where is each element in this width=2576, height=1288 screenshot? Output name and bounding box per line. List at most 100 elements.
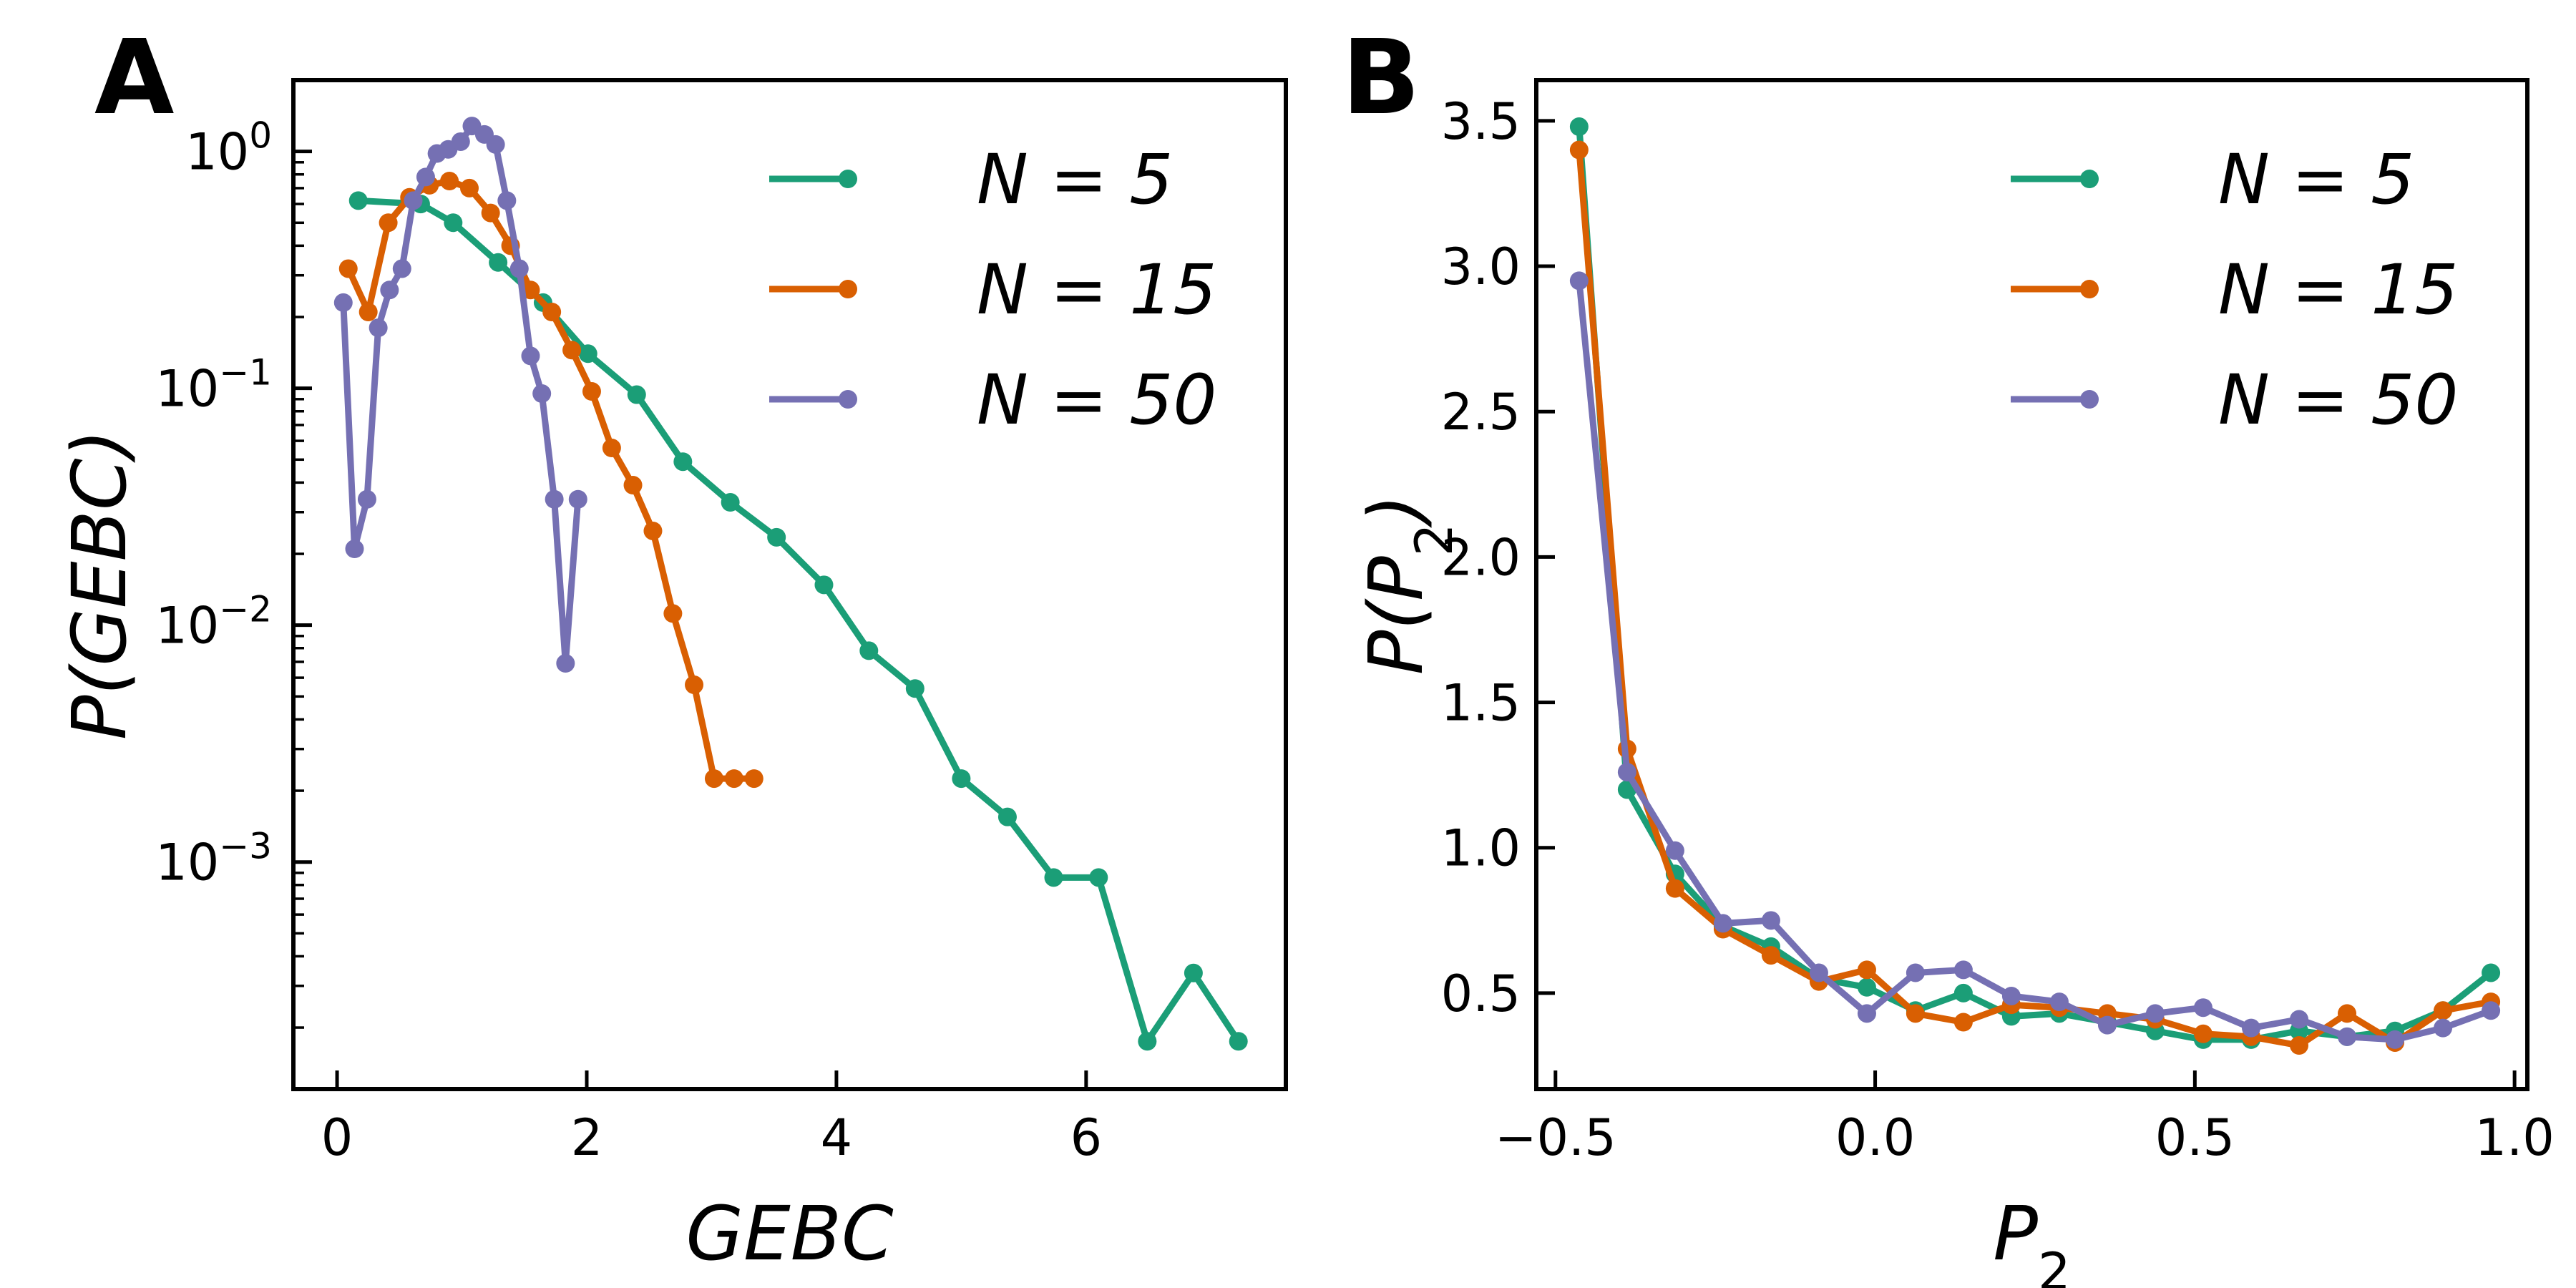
panel-b-series-n5-point — [2482, 963, 2501, 982]
panel-a-series-n50-point — [369, 318, 388, 338]
panel-a-x-tick-label: 6 — [1070, 1108, 1103, 1167]
panel-b-legend-label: N = 50 — [2218, 360, 2458, 440]
panel-b-series-n50 — [1569, 271, 2501, 1049]
panel-b-series-n50-point — [2097, 1015, 2117, 1035]
panel-b-series-n50-point — [2049, 992, 2069, 1012]
panel-b: B −0.5 0.0 0.5 1.00.51.01.52.02.53.03.5P2P(… — [1342, 17, 2555, 1288]
panel-a-y-tick-label: 100 — [185, 115, 272, 182]
panel-a-series-n15-point — [481, 203, 500, 223]
panel-a-series-n50-point — [497, 191, 517, 210]
panel-a-series-n5-point — [627, 385, 646, 404]
panel-b-series-n15-point — [1761, 946, 1780, 965]
panel-a-x-axis-label: GEBC — [686, 1190, 894, 1277]
panel-a-series-n50-point — [532, 384, 552, 404]
panel-b-series-n5-point — [1569, 117, 1589, 137]
panel-a-x-tick-label: 0 — [321, 1108, 353, 1167]
panel-b-series-n15-point — [2290, 1036, 2309, 1055]
panel-b-series-n50-point — [1617, 763, 1636, 782]
panel-a-series-n50-point — [521, 346, 540, 366]
panel-a-series-n15-point — [459, 178, 479, 197]
panel-a-series-n15-point — [643, 521, 663, 540]
panel-a-series-n15-point — [744, 769, 763, 789]
panel-b-legend-swatch-marker — [2080, 170, 2099, 188]
panel-a-series-n15-point — [602, 439, 621, 458]
panel-b-series-n50-point — [2145, 1004, 2165, 1023]
panel-b-series-n50-point — [2193, 998, 2212, 1018]
panel-a-y-tick-label: 10−2 — [155, 589, 272, 655]
panel-b-x-tick-label: 1.0 — [2474, 1108, 2554, 1167]
panel-a-series-n5-point — [767, 527, 786, 547]
panel-a-series-n50-point — [404, 191, 423, 210]
panel-a-legend-label: N = 15 — [977, 250, 1216, 330]
panel-a-series-n15-point — [358, 303, 378, 322]
panel-a-legend-swatch-marker — [839, 170, 857, 188]
panel-a-legend-swatch-marker — [839, 280, 857, 298]
panel-a-y-tick-label: 10−1 — [155, 352, 272, 419]
panel-a-legend-entry-n50: N = 50 — [769, 360, 1216, 440]
panel-a-series-n50-point — [509, 259, 529, 278]
panel-a-series-n5-point — [859, 641, 879, 660]
panel-a-series-n50-point — [380, 280, 399, 300]
panel-a-plot-frame — [291, 78, 1288, 1091]
panel-a-series-n5-point — [489, 253, 508, 272]
panel-a-x-tick-label: 4 — [821, 1108, 853, 1167]
panel-b-series-n50-point — [1713, 914, 1732, 933]
panel-a-series-n15-point — [663, 604, 683, 623]
panel-a-series-n5-point — [814, 575, 834, 595]
panel-b-series-n50-point — [1906, 963, 1925, 982]
panel-b-legend-entry-n15: N = 15 — [2011, 250, 2458, 330]
panel-b-series-n50-point — [1857, 1004, 1876, 1023]
panel-a-series-n50-point — [333, 293, 353, 312]
panel-a-series-n5-point — [578, 344, 597, 364]
panel-b-y-tick-label: 0.5 — [1441, 965, 1521, 1023]
panel-a-series-n15-point — [685, 675, 704, 695]
panel-a-legend-swatch-marker — [839, 390, 857, 409]
panel-a-series-n5-point — [1229, 1032, 1248, 1051]
panel-b-x-tick-label: 0.0 — [1835, 1108, 1915, 1167]
panel-b-x-tick-label: 0.5 — [2155, 1108, 2235, 1167]
panel-a-legend-label: N = 5 — [977, 140, 1173, 220]
panel-a-series-n50-point — [416, 167, 435, 187]
panel-a-series-n15-point — [562, 341, 582, 360]
panel-b-series-n50-point — [1953, 960, 1973, 980]
panel-b-letter: B — [1342, 17, 1420, 137]
panel-a-series-n50-point — [451, 132, 470, 151]
panel-a-series-n5-point — [1138, 1032, 1157, 1051]
panel-a: A 0 2 4 6 10−3 10−2 10−1 100 GEBC P(GEBC) N = 5 N =… — [56, 17, 1288, 1277]
panel-b-series-n50-point — [2001, 986, 2021, 1005]
panel-b-legend-entry-n5: N = 5 — [2011, 140, 2414, 220]
panel-a-series-n50-point — [556, 654, 575, 673]
panel-a-legend-entry-n5: N = 5 — [769, 140, 1173, 220]
panel-b-y-tick-label: 1.0 — [1441, 819, 1521, 878]
panel-a-series-n15-point — [338, 259, 358, 278]
panel-b-series-n50-point — [1761, 911, 1780, 930]
panel-b-x-tick-label: −0.5 — [1495, 1108, 1616, 1167]
panel-b-y-tick-label: 2.0 — [1441, 528, 1521, 587]
panel-a-y-axis-label: P(GEBC) — [56, 429, 143, 740]
panel-a-letter: A — [94, 17, 174, 137]
panel-b-series-n15-point — [1857, 960, 1876, 980]
panel-b-series-n50-point — [1569, 271, 1589, 291]
panel-b-series-n50-point — [2482, 1001, 2501, 1020]
panel-a-series-n15-point — [379, 213, 398, 233]
panel-a-series-n5-point — [721, 493, 740, 512]
panel-a-x-tick-label: 2 — [571, 1108, 603, 1167]
panel-b-series-n50-point — [2290, 1010, 2309, 1029]
panel-b-series-n50-point — [1665, 841, 1684, 860]
panel-a-series-n15-point — [542, 303, 562, 322]
panel-a-series-n50-point — [357, 489, 376, 509]
panel-b-legend-entry-n50: N = 50 — [2011, 360, 2458, 440]
panel-b-y-tick-label: 3.5 — [1441, 92, 1521, 151]
panel-b-legend-label: N = 5 — [2218, 140, 2414, 220]
panel-b-series-n15-point — [1569, 140, 1589, 160]
panel-a-series-n5-point — [1184, 963, 1203, 982]
panel-a-series-n15-point — [704, 769, 723, 789]
panel-b-series-n50-point — [2241, 1018, 2260, 1038]
panel-a-series-n50 — [333, 117, 587, 673]
panel-b-series-n15-point — [2338, 1004, 2357, 1023]
panel-b-series-n50-point — [2338, 1027, 2357, 1046]
panel-b-series-n15-point — [1665, 879, 1684, 898]
panel-a-y-tick-label: 10−3 — [155, 826, 272, 892]
panel-b-x-axis-label: P2 — [1993, 1190, 2071, 1288]
panel-b-series-n15-point — [1906, 1004, 1925, 1023]
